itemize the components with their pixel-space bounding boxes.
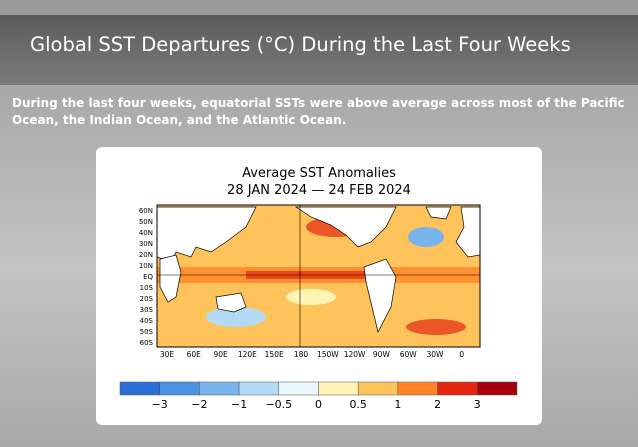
lat-label: 50S xyxy=(140,328,154,336)
figure-title: Average SST Anomalies xyxy=(242,166,396,181)
lat-label: EQ xyxy=(143,273,153,281)
figure-subtitle: 28 JAN 2024 — 24 FEB 2024 xyxy=(227,183,411,198)
lat-label: 40N xyxy=(139,229,153,237)
colorbar-label: 2 xyxy=(434,398,441,411)
lon-label: 60E xyxy=(187,350,202,359)
lat-label: 40S xyxy=(140,317,154,325)
colorbar-swatch xyxy=(357,381,399,396)
lat-label: 30N xyxy=(139,240,153,248)
lon-label: 150E xyxy=(265,350,284,359)
colorbar-swatch xyxy=(238,381,280,396)
colorbar-label: −0.5 xyxy=(265,398,292,411)
lon-label: 30E xyxy=(160,350,175,359)
lat-label: 20N xyxy=(139,251,153,259)
colorbar-label: 0 xyxy=(315,398,322,411)
colorbar-swatch xyxy=(477,381,518,396)
lat-label: 60S xyxy=(140,339,154,347)
lon-label: 90E xyxy=(213,350,228,359)
colorbar-swatch xyxy=(437,381,478,396)
colorbar-swatch xyxy=(397,381,438,396)
lat-label: 10N xyxy=(139,262,153,270)
colorbar-swatch xyxy=(119,381,160,396)
colorbar: −3 −2 −1 −0.5 0 0.5 1 2 3 xyxy=(119,381,518,411)
colorbar-label: 1 xyxy=(394,398,401,411)
land xyxy=(156,206,481,333)
figure: Average SST Anomalies 28 JAN 2024 — 24 F… xyxy=(119,166,518,411)
colorbar-label: −1 xyxy=(231,398,247,411)
cool-patch xyxy=(408,227,444,247)
map xyxy=(156,204,481,348)
figure-panel: Average SST Anomalies 28 JAN 2024 — 24 F… xyxy=(96,147,542,425)
colorbar-label: −3 xyxy=(152,398,168,411)
cool-patch xyxy=(206,307,266,327)
lat-label: 30S xyxy=(140,306,154,314)
colorbar-swatch xyxy=(278,381,319,396)
lon-label: 120W xyxy=(344,350,366,359)
lat-label: 60N xyxy=(139,207,153,215)
hot-patch xyxy=(406,319,466,335)
lat-label: 20S xyxy=(140,295,154,303)
title-band: Global SST Departures (°C) During the La… xyxy=(0,15,638,85)
lon-label: 60W xyxy=(400,350,418,359)
colorbar-label: 0.5 xyxy=(349,398,367,411)
lat-labels: 60N 50N 40N 30N 20N 10N EQ 10S 20S 30S 40S 50S 60S xyxy=(139,207,154,347)
lat-label: 10S xyxy=(140,284,154,292)
colorbar-swatch xyxy=(318,381,359,396)
slide-title: Global SST Departures (°C) During the La… xyxy=(30,33,571,56)
lat-label: 50N xyxy=(139,218,153,226)
lon-label: 180 xyxy=(294,350,309,359)
summary-text: During the last four weeks, equatorial S… xyxy=(12,96,625,127)
lon-label: 150W xyxy=(317,350,339,359)
colorbar-swatch xyxy=(199,381,240,396)
colorbar-swatch xyxy=(159,381,200,396)
map-frame xyxy=(156,204,481,348)
lon-label: 90W xyxy=(373,350,391,359)
colorbar-label: −2 xyxy=(191,398,207,411)
neutral-patch xyxy=(286,289,336,305)
lon-label: 0 xyxy=(459,350,464,359)
colorbar-label: 3 xyxy=(474,398,481,411)
lon-labels: 30E 60E 90E 120E 150E 180 150W 120W 90W 60W 30W 0 xyxy=(160,350,465,359)
lon-label: 30W xyxy=(427,350,445,359)
lon-label: 120E xyxy=(238,350,257,359)
